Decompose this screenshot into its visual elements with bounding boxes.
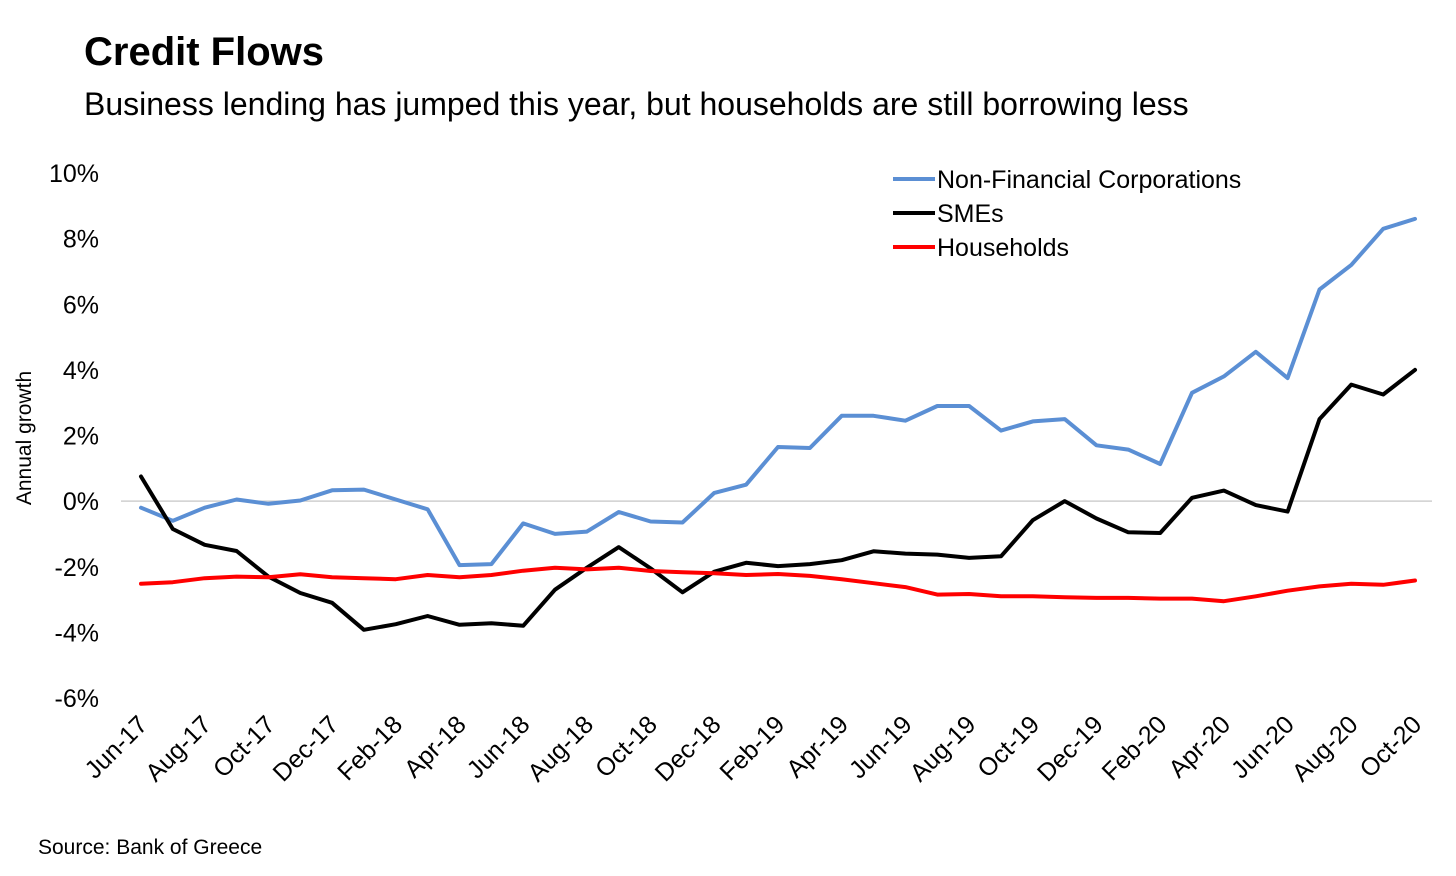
legend-label: SMEs xyxy=(937,200,1004,228)
series-line-non-financial-corporations xyxy=(139,216,1417,568)
x-tick-label: Oct-17 xyxy=(208,710,281,783)
x-tick-label: Apr-18 xyxy=(399,710,472,783)
series-line-smes xyxy=(139,367,1417,632)
x-tick-label: Aug-17 xyxy=(140,710,217,787)
y-tick-label: 6% xyxy=(63,291,99,319)
y-tick-label: 2% xyxy=(63,423,99,451)
x-tick-label: Jun-18 xyxy=(462,710,536,784)
x-tick-label: Aug-18 xyxy=(522,710,599,787)
x-tick-label: Oct-19 xyxy=(972,710,1045,783)
chart-title: Credit Flows xyxy=(84,30,325,74)
chart-subtitle: Business lending has jumped this year, b… xyxy=(84,86,1189,122)
series-lines xyxy=(139,216,1417,632)
x-tick-label: Apr-19 xyxy=(781,710,854,783)
x-axis-ticks: Jun-17Aug-17Oct-17Dec-17Feb-18Apr-18Jun-… xyxy=(79,710,1427,787)
x-tick-label: Jun-17 xyxy=(79,710,153,784)
x-tick-label: Dec-19 xyxy=(1032,710,1109,787)
y-tick-label: -6% xyxy=(55,685,99,713)
legend: Non-Financial Corporations SMEs Households xyxy=(893,166,1241,262)
x-tick-label: Feb-19 xyxy=(714,710,790,786)
x-tick-label: Aug-19 xyxy=(905,710,982,787)
series-line-households xyxy=(139,565,1417,604)
x-tick-label: Dec-17 xyxy=(268,710,345,787)
legend-label: Non-Financial Corporations xyxy=(937,166,1241,194)
y-tick-label: 10% xyxy=(49,160,99,188)
x-tick-label: Feb-20 xyxy=(1097,710,1173,786)
y-axis-label: Annual growth xyxy=(13,371,36,505)
x-tick-label: Feb-18 xyxy=(332,710,408,786)
legend-label: Households xyxy=(937,234,1069,262)
x-tick-label: Oct-20 xyxy=(1354,710,1427,783)
y-tick-label: -4% xyxy=(55,619,99,647)
y-tick-label: 4% xyxy=(63,357,99,385)
source-note: Source: Bank of Greece xyxy=(38,836,263,859)
y-axis-ticks: -6% -4% -2% 0% 2% 4% 6% 8% 10% xyxy=(49,160,99,713)
x-tick-label: Dec-18 xyxy=(650,710,727,787)
y-tick-label: -2% xyxy=(55,554,99,582)
y-tick-label: 8% xyxy=(63,226,99,254)
y-tick-label: 0% xyxy=(63,488,99,516)
x-tick-label: Oct-18 xyxy=(590,710,663,783)
x-tick-label: Apr-20 xyxy=(1163,710,1236,783)
x-tick-label: Jun-20 xyxy=(1226,710,1300,784)
x-tick-label: Jun-19 xyxy=(844,710,918,784)
x-tick-label: Aug-20 xyxy=(1287,710,1364,787)
